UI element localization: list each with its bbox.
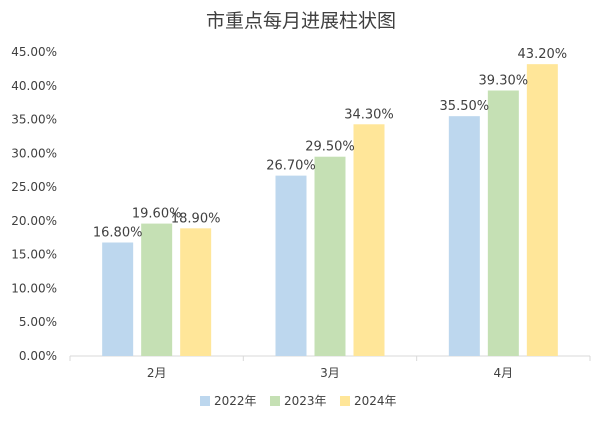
y-tick-label: 35.00% <box>11 113 57 127</box>
legend-label: 2024年 <box>354 394 397 408</box>
bar <box>141 223 173 356</box>
legend-label: 2023年 <box>284 394 327 408</box>
bar <box>102 242 134 356</box>
data-label: 35.50% <box>440 99 490 114</box>
legend-swatch <box>340 396 350 406</box>
data-label: 29.50% <box>305 140 355 155</box>
bar <box>180 228 212 356</box>
bar <box>314 156 346 356</box>
y-tick-label: 15.00% <box>11 248 57 262</box>
legend-label: 2022年 <box>214 394 257 408</box>
legend-swatch <box>200 396 210 406</box>
x-tick-label: 4月 <box>494 366 514 380</box>
y-tick-label: 25.00% <box>11 180 57 194</box>
data-label: 39.30% <box>479 74 529 89</box>
y-tick-label: 5.00% <box>19 315 57 329</box>
bars-layer <box>102 64 558 357</box>
y-tick-label: 20.00% <box>11 214 57 228</box>
legend-swatch <box>270 396 280 406</box>
data-label: 18.90% <box>171 211 221 226</box>
x-tick-label: 3月 <box>320 366 340 380</box>
data-label: 26.70% <box>266 159 316 174</box>
data-label: 19.60% <box>132 207 182 222</box>
bar <box>275 175 307 356</box>
x-tick-label: 2月 <box>147 366 167 380</box>
data-label: 34.30% <box>344 107 394 122</box>
chart-title: 市重点每月进展柱状图 <box>206 10 396 32</box>
bar <box>448 116 480 356</box>
y-tick-label: 10.00% <box>11 281 57 295</box>
y-tick-label: 0.00% <box>19 349 57 363</box>
y-tick-label: 30.00% <box>11 146 57 160</box>
y-tick-label: 40.00% <box>11 79 57 93</box>
legend: 2022年 2023年 2024年 <box>200 394 397 408</box>
y-tick-label: 45.00% <box>11 45 57 59</box>
data-labels-layer: 16.80% 19.60%18.90% 26.70% 29.50% 34.30% 35.5… <box>93 47 567 240</box>
data-label: 16.80% <box>93 226 143 241</box>
bar <box>526 64 558 356</box>
bar <box>487 90 519 357</box>
bar <box>353 124 385 356</box>
data-label: 43.20% <box>518 47 568 62</box>
